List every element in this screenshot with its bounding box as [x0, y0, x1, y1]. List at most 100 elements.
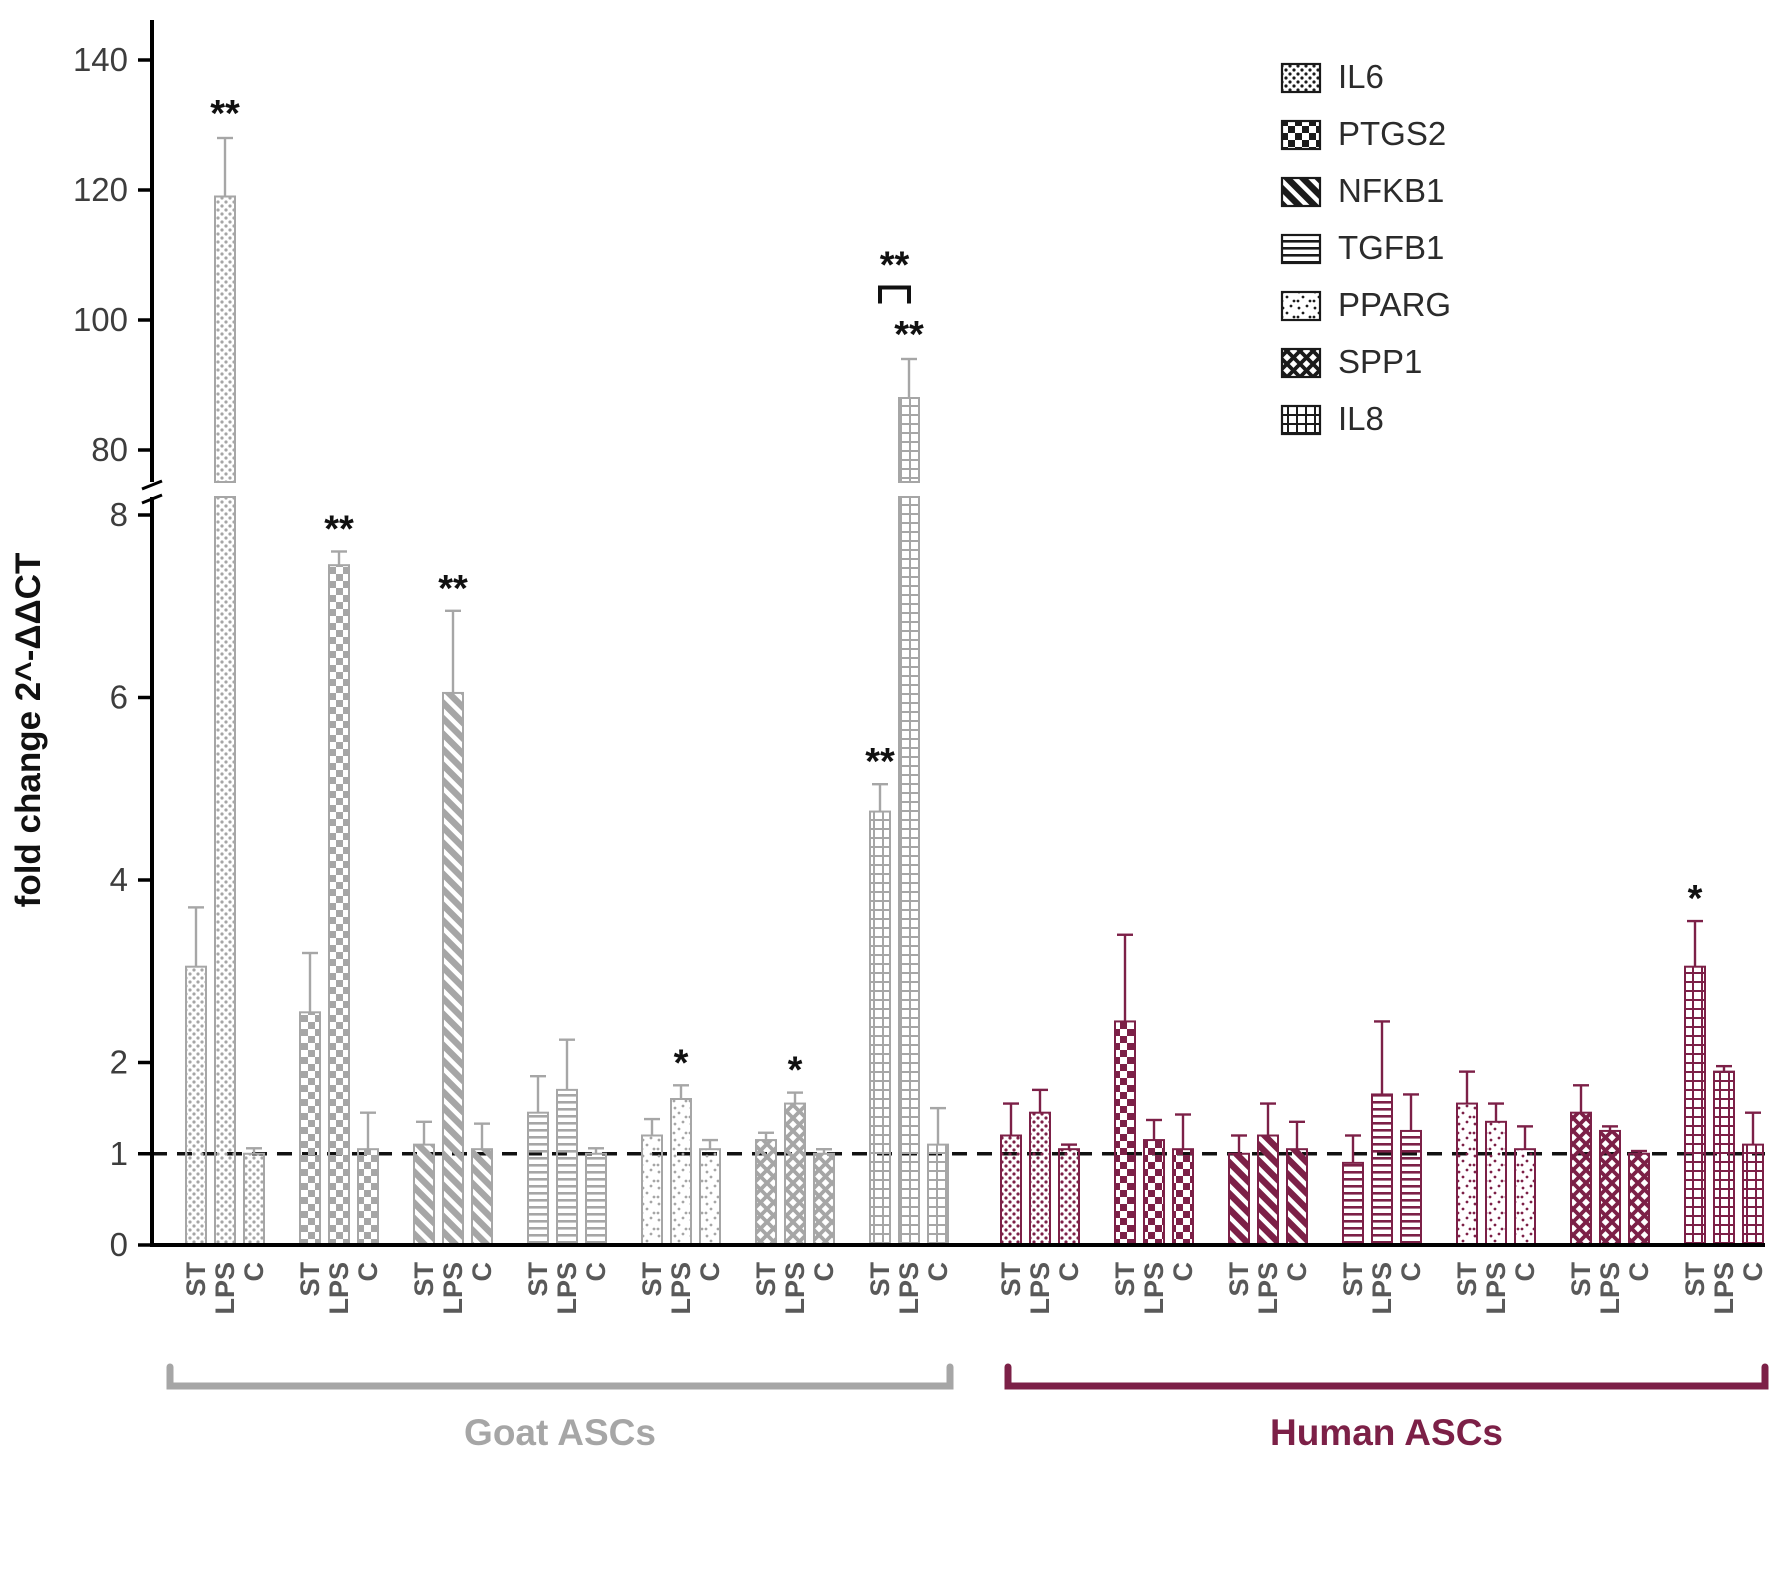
- bar-human-TGFB1-LPS: [1371, 1093, 1393, 1246]
- species-group-label: Goat ASCs: [464, 1412, 656, 1453]
- x-tick-label: LPS: [666, 1262, 696, 1315]
- bar-goat-IL6-ST: [185, 965, 207, 1246]
- x-tick-label: ST: [996, 1262, 1026, 1297]
- bar-goat-PPARG-ST: [641, 1134, 663, 1246]
- x-tick-label: LPS: [552, 1262, 582, 1315]
- x-tick-label: C: [809, 1262, 839, 1282]
- legend-label: SPP1: [1338, 343, 1422, 380]
- legend-item: IL8: [1280, 400, 1384, 437]
- comparison-bracket-label: **: [880, 245, 910, 287]
- bar-goat-IL6-LPS-upper: [214, 195, 236, 483]
- bar-goat-IL6-C: [243, 1152, 265, 1246]
- x-tick-label: ST: [409, 1262, 439, 1297]
- legend-swatch-checker-icon: [1280, 119, 1322, 151]
- bar-goat-TGFB1-ST: [527, 1111, 549, 1246]
- bar-human-IL6-LPS: [1029, 1111, 1051, 1246]
- y-tick-number: 0: [110, 1226, 128, 1263]
- y-tick-number: 6: [110, 679, 128, 716]
- bar-goat-NFKB1-ST: [413, 1143, 435, 1246]
- x-tick-label: C: [581, 1262, 611, 1282]
- x-tick-label: C: [467, 1262, 497, 1282]
- x-tick-label: C: [1054, 1262, 1084, 1282]
- x-tick-label: LPS: [1595, 1262, 1625, 1315]
- significance-label: **: [324, 509, 354, 551]
- bar-goat-TGFB1-LPS: [556, 1088, 578, 1246]
- significance-label: *: [674, 1042, 689, 1084]
- x-tick-label: ST: [181, 1262, 211, 1297]
- x-tick-label: ST: [295, 1262, 325, 1297]
- x-tick-label: C: [353, 1262, 383, 1282]
- bar-human-PTGS2-C: [1172, 1148, 1194, 1246]
- bar-human-NFKB1-ST: [1228, 1152, 1250, 1246]
- bar-human-TGFB1-ST: [1342, 1161, 1364, 1246]
- x-tick-label: ST: [865, 1262, 895, 1297]
- legend-label: IL6: [1338, 58, 1384, 95]
- bar-human-PTGS2-LPS: [1143, 1139, 1165, 1246]
- y-tick-number: 1: [110, 1135, 128, 1172]
- significance-label: *: [788, 1050, 803, 1092]
- bar-human-PPARG-C: [1514, 1148, 1536, 1246]
- x-tick-label: LPS: [1709, 1262, 1739, 1315]
- x-tick-label: LPS: [894, 1262, 924, 1315]
- bar-goat-IL8-ST: [869, 810, 891, 1246]
- y-tick-number: 2: [110, 1044, 128, 1081]
- bar-human-SPP1-ST: [1570, 1111, 1592, 1246]
- x-tick-label: ST: [1110, 1262, 1140, 1297]
- bar-human-TGFB1-C: [1400, 1129, 1422, 1246]
- x-tick-label: ST: [1566, 1262, 1596, 1297]
- y-tick-number: 140: [73, 41, 128, 78]
- legend-label: IL8: [1338, 400, 1384, 437]
- x-tick-label: C: [1282, 1262, 1312, 1282]
- bar-goat-PPARG-LPS: [670, 1098, 692, 1246]
- x-tick-label: C: [923, 1262, 953, 1282]
- legend-swatch-dots-icon: [1280, 62, 1322, 94]
- bar-human-IL8-LPS: [1713, 1070, 1735, 1246]
- species-group-label: Human ASCs: [1270, 1412, 1503, 1453]
- x-tick-label: LPS: [1139, 1262, 1169, 1315]
- significance-label: **: [894, 314, 924, 356]
- x-tick-label: ST: [751, 1262, 781, 1297]
- x-tick-label: C: [695, 1262, 725, 1282]
- legend-label: PTGS2: [1338, 115, 1446, 152]
- y-axis-title: fold change 2^-ΔΔCT: [9, 553, 48, 908]
- bar-goat-PPARG-C: [699, 1148, 721, 1246]
- significance-label: **: [438, 568, 468, 610]
- x-tick-label: LPS: [1367, 1262, 1397, 1315]
- bar-human-PTGS2-ST: [1114, 1020, 1136, 1246]
- legend-label: PPARG: [1338, 286, 1451, 323]
- y-tick-number: 100: [73, 301, 128, 338]
- bar-human-NFKB1-LPS: [1257, 1134, 1279, 1246]
- x-tick-label: ST: [1680, 1262, 1710, 1297]
- x-tick-label: C: [1738, 1262, 1768, 1282]
- bar-human-PPARG-ST: [1456, 1102, 1478, 1246]
- bar-goat-TGFB1-C: [585, 1152, 607, 1246]
- bar-goat-SPP1-LPS: [784, 1102, 806, 1246]
- y-tick-number: 4: [110, 861, 128, 898]
- x-tick-label: C: [239, 1262, 269, 1282]
- x-tick-label: LPS: [780, 1262, 810, 1315]
- x-tick-label: LPS: [1025, 1262, 1055, 1315]
- x-tick-label: C: [1624, 1262, 1654, 1282]
- x-tick-label: ST: [1338, 1262, 1368, 1297]
- y-tick-number: 80: [91, 431, 128, 468]
- x-tick-label: ST: [523, 1262, 553, 1297]
- significance-label: **: [210, 93, 240, 135]
- bar-human-SPP1-C: [1628, 1152, 1650, 1246]
- bar-human-IL8-ST: [1684, 965, 1706, 1246]
- species-bracket: [166, 1363, 954, 1390]
- legend-item: PPARG: [1280, 286, 1451, 323]
- legend-label: NFKB1: [1338, 172, 1444, 209]
- legend-swatch-hlines-icon: [1280, 233, 1322, 265]
- x-tick-label: ST: [1224, 1262, 1254, 1297]
- legend-item: SPP1: [1280, 343, 1422, 380]
- bar-human-IL8-C: [1742, 1143, 1764, 1246]
- bar-goat-IL6-LPS-lower: [214, 496, 236, 1246]
- legend-item: TGFB1: [1280, 229, 1444, 266]
- bar-goat-PTGS2-C: [357, 1148, 379, 1246]
- bar-goat-NFKB1-C: [471, 1148, 493, 1246]
- x-tick-label: C: [1168, 1262, 1198, 1282]
- bar-goat-SPP1-ST: [755, 1139, 777, 1246]
- bar-goat-IL8-C: [927, 1143, 949, 1246]
- significance-label: **: [865, 741, 895, 783]
